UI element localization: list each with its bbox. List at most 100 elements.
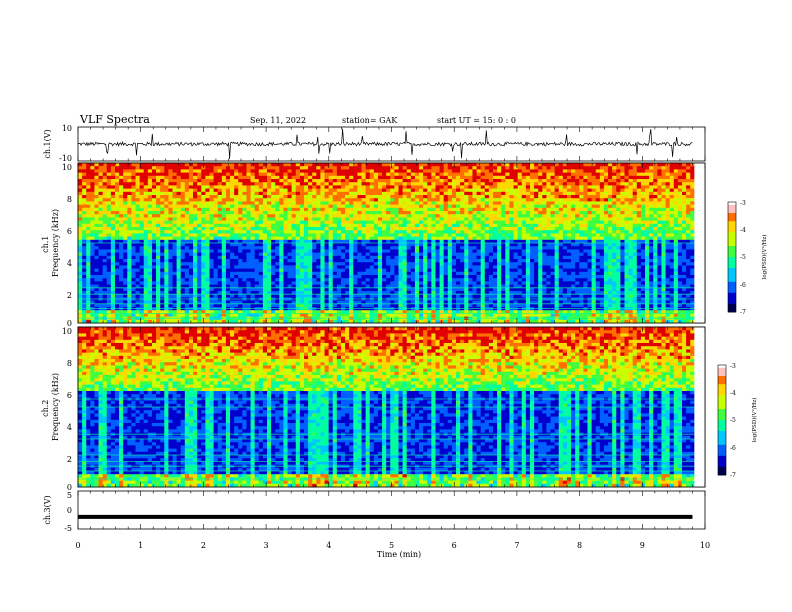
- spectrogram-cell: [156, 246, 161, 250]
- spectrogram-cell: [365, 281, 371, 285]
- spectrogram-cell: [135, 172, 141, 177]
- spectrogram-cell: [250, 175, 256, 180]
- spectrogram-cell: [110, 223, 116, 228]
- spectrogram-cell: [443, 262, 449, 266]
- spectrogram-cell: [279, 220, 284, 225]
- spectrogram-cell: [464, 294, 469, 298]
- spectrogram-cell: [262, 169, 268, 173]
- spectrogram-cell: [308, 310, 313, 314]
- spectrogram-cell: [258, 300, 264, 305]
- spectrogram-cell: [197, 201, 202, 205]
- spectrogram-cell: [279, 281, 284, 285]
- spectrogram-cell: [201, 233, 206, 237]
- spectrogram-cell: [262, 233, 268, 237]
- spectrogram-cell: [287, 268, 293, 273]
- spectrogram-cell: [201, 195, 206, 199]
- spectrogram-cell: [423, 220, 428, 225]
- spectrogram-cell: [308, 207, 313, 212]
- spectrogram-cell: [287, 287, 293, 292]
- spectrogram-cell: [271, 319, 276, 324]
- spectrogram-cell: [431, 227, 436, 231]
- spectrogram-cell: [139, 243, 145, 247]
- spectrogram-cell: [369, 281, 375, 285]
- spectrogram-cell: [172, 198, 178, 202]
- spectrogram-cell: [180, 291, 186, 295]
- spectrogram-cell: [427, 255, 432, 260]
- spectrogram-cell: [156, 233, 161, 237]
- spectrogram-cell: [377, 195, 383, 199]
- spectrogram-cell: [184, 287, 190, 292]
- spectrogram-cell: [464, 303, 469, 308]
- spectrogram-cell: [267, 239, 272, 244]
- spectrogram-cell: [275, 227, 280, 231]
- spectrogram-cell: [303, 172, 309, 177]
- spectrogram-cell: [328, 214, 334, 218]
- spectrogram-cell: [308, 252, 313, 257]
- spectrogram-cell: [275, 310, 280, 314]
- spectrogram-cell: [275, 300, 280, 305]
- spectrogram-cell: [336, 169, 342, 173]
- spectrogram-cell: [172, 300, 178, 305]
- spectrogram-cell: [332, 239, 338, 244]
- spectrogram-cell: [316, 227, 321, 231]
- spectrogram-cell: [209, 313, 214, 317]
- spectrogram-cell: [472, 291, 477, 295]
- spectrogram-cell: [328, 217, 334, 221]
- spectrogram-cell: [201, 204, 206, 209]
- spectrogram-cell: [373, 249, 379, 253]
- spectrogram-cell: [184, 223, 190, 228]
- spectrogram-cell: [94, 300, 99, 305]
- spectrogram-cell: [147, 211, 153, 215]
- spectrogram-cell: [180, 262, 186, 266]
- spectrogram-cell: [439, 243, 445, 247]
- spectrogram-cell: [209, 198, 214, 202]
- spectrogram-cell: [303, 310, 309, 314]
- spectrogram-cell: [102, 214, 108, 218]
- spectrogram-cell: [258, 236, 264, 241]
- spectrogram-cell: [246, 217, 251, 221]
- spectrogram-cell: [369, 223, 375, 228]
- spectrogram-cell: [353, 294, 358, 298]
- spectrogram-cell: [106, 236, 112, 241]
- spectrogram-cell: [193, 271, 198, 276]
- spectrogram-cell: [402, 195, 408, 199]
- spectrogram-cell: [464, 310, 469, 314]
- spectrogram-cell: [184, 262, 190, 266]
- spectrogram-cell: [377, 268, 383, 273]
- spectrogram-cell: [410, 175, 416, 180]
- spectrogram-cell: [98, 319, 104, 324]
- spectrogram-cell: [234, 287, 239, 292]
- spectrogram-cell: [262, 166, 268, 170]
- spectrogram-cell: [295, 236, 301, 241]
- spectrogram-cell: [373, 220, 379, 225]
- spectrogram-cell: [287, 243, 293, 247]
- spectrogram-cell: [451, 230, 457, 234]
- spectrogram-cell: [291, 182, 297, 186]
- spectrogram-cell: [143, 313, 149, 317]
- spectrogram-cell: [160, 236, 165, 241]
- spectrogram-cell: [390, 236, 395, 241]
- spectrogram-cell: [427, 195, 432, 199]
- spectrogram-cell: [312, 239, 317, 244]
- spectrogram-cell: [262, 287, 268, 292]
- spectrogram-cell: [78, 281, 83, 285]
- spectrogram-cell: [193, 252, 198, 257]
- spectrogram-cell: [221, 230, 227, 234]
- spectrogram-cell: [291, 191, 297, 196]
- spectrogram-cell: [156, 239, 161, 244]
- spectrogram-cell: [168, 214, 173, 218]
- spectrogram-cell: [180, 259, 186, 263]
- spectrogram-cell: [443, 252, 449, 257]
- spectrogram-cell: [160, 204, 165, 209]
- spectrogram-cell: [435, 281, 440, 285]
- spectrogram-cell: [188, 227, 194, 231]
- spectrogram-cell: [373, 217, 379, 221]
- spectrogram-cell: [427, 217, 432, 221]
- spectrogram-cell: [143, 310, 149, 314]
- spectrogram-cell: [316, 243, 321, 247]
- spectrogram-cell: [468, 201, 473, 205]
- spectrogram-cell: [258, 275, 264, 279]
- spectrogram-cell: [295, 281, 301, 285]
- spectrogram-cell: [316, 179, 321, 183]
- spectrogram-cell: [106, 223, 112, 228]
